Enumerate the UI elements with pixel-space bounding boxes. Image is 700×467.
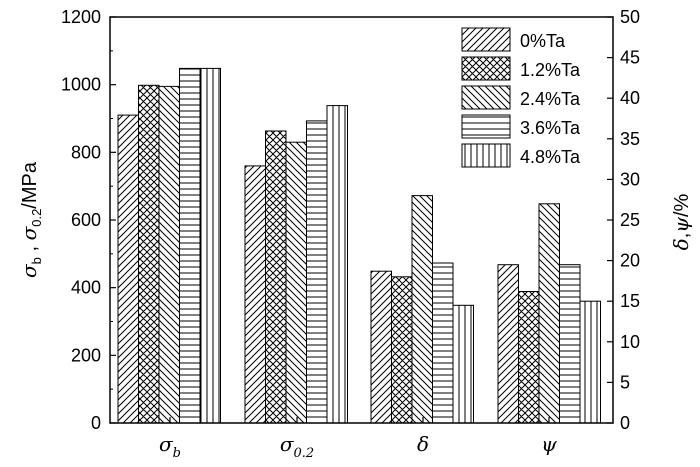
legend: 0%Ta 1.2%Ta 2.4%Ta 3.6%Ta 4.8%Ta: [461, 27, 581, 168]
left-tick-label: 600: [71, 210, 101, 230]
x-category-label: σb: [159, 432, 181, 461]
bar-2.4Ta-cat0: [158, 85, 180, 424]
right-tick-label: 15: [620, 291, 640, 311]
x-category-label: σ0.2: [280, 432, 314, 461]
bar-0Ta-cat3: [497, 264, 519, 424]
right-tick-label: 50: [620, 7, 640, 27]
legend-swatch: [461, 143, 511, 168]
x-category-label: δ: [417, 432, 429, 456]
right-axis-ticks: 0 5 10 15 20 25 30 35 40 45 50: [607, 7, 640, 433]
left-tick-label: 800: [71, 142, 101, 162]
left-axis-label: σb​ , σ0.2​/MPa: [17, 161, 44, 278]
bar-3.6Ta-cat3: [559, 264, 581, 424]
bar-3.6Ta-cat0: [179, 67, 201, 424]
bar-2.4Ta-cat2: [411, 195, 433, 424]
bar-1.2Ta-cat2: [391, 276, 413, 424]
bar-4.8Ta-cat0: [199, 67, 221, 424]
bar-4.8Ta-cat1: [326, 105, 348, 424]
left-tick-label: 1200: [61, 7, 101, 27]
right-tick-label: 25: [620, 210, 640, 230]
left-tick-label: 400: [71, 278, 101, 298]
right-axis-label: δ,ψ/%: [669, 193, 693, 250]
bar-1.2Ta-cat1: [265, 130, 287, 424]
bar-1.2Ta-cat0: [138, 84, 160, 424]
x-category-label: ψ: [541, 432, 557, 456]
bar-2.4Ta-cat1: [285, 141, 307, 424]
left-axis-ticks: 0 200 400 600 800 1000 1200: [61, 7, 116, 433]
bar-2.4Ta-cat3: [538, 203, 560, 424]
legend-label: 0%Ta: [520, 31, 566, 51]
legend-label: 2.4%Ta: [520, 89, 581, 109]
legend-swatch: [461, 27, 511, 52]
legend-label: 1.2%Ta: [520, 60, 581, 80]
right-tick-label: 30: [620, 169, 640, 189]
x-axis-ticks: σb σ0.2 δ ψ: [159, 417, 557, 461]
right-tick-label: 10: [620, 332, 640, 352]
bar-3.6Ta-cat1: [306, 120, 328, 424]
right-tick-label: 35: [620, 129, 640, 149]
legend-label: 4.8%Ta: [520, 147, 581, 167]
left-tick-label: 1000: [61, 75, 101, 95]
left-tick-label: 200: [71, 345, 101, 365]
bar-4.8Ta-cat2: [452, 304, 474, 424]
legend-label: 3.6%Ta: [520, 118, 581, 138]
left-tick-label: 0: [91, 413, 101, 433]
bar-0Ta-cat2: [370, 270, 392, 424]
legend-swatch: [461, 56, 511, 81]
bar-4.8Ta-cat3: [579, 300, 601, 424]
right-tick-label: 40: [620, 88, 640, 108]
bar-3.6Ta-cat2: [432, 262, 454, 424]
bars-layer: [117, 67, 601, 424]
legend-swatch: [461, 114, 511, 139]
bar-0Ta-cat0: [117, 114, 139, 424]
right-tick-label: 45: [620, 48, 640, 68]
bar-0Ta-cat1: [244, 165, 266, 424]
right-tick-label: 20: [620, 251, 640, 271]
right-tick-label: 5: [620, 372, 630, 392]
legend-swatch: [461, 85, 511, 110]
right-tick-label: 0: [620, 413, 630, 433]
bar-1.2Ta-cat3: [518, 291, 540, 424]
